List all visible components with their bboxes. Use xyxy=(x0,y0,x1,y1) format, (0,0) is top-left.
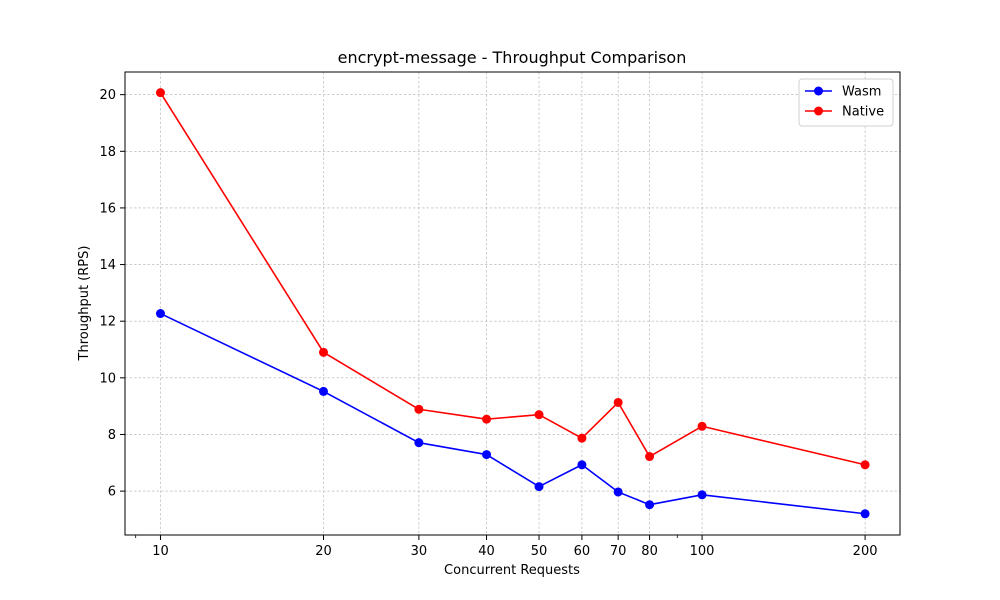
data-point xyxy=(577,460,587,470)
x-axis-label: Concurrent Requests xyxy=(444,563,580,578)
data-point xyxy=(645,500,655,510)
legend-entry-wasm: Wasm xyxy=(805,85,881,100)
series-line xyxy=(160,312,866,515)
legend: Wasm Native xyxy=(798,78,894,127)
series-native xyxy=(155,88,870,470)
data-point xyxy=(613,397,623,407)
y-tick-label: 18 xyxy=(99,145,116,160)
data-point xyxy=(697,490,707,500)
tick-layer: 10 20 30 40 50 60 70 80 100 200 6 8 10 12 14 16 18 20 xyxy=(99,88,877,559)
data-point xyxy=(414,404,424,414)
data-point xyxy=(697,421,707,431)
legend-marker xyxy=(814,86,823,96)
x-tick-label: 40 xyxy=(478,544,495,559)
x-tick-label: 50 xyxy=(531,544,548,559)
data-point xyxy=(860,509,870,519)
data-point xyxy=(534,410,544,420)
y-tick-label: 10 xyxy=(99,371,116,386)
grid-layer xyxy=(125,72,900,535)
y-tick-label: 20 xyxy=(99,88,116,103)
y-axis-label: Throughput (RPS) xyxy=(77,246,92,362)
x-tick-label: 20 xyxy=(315,544,332,559)
y-tick-label: 8 xyxy=(108,428,116,443)
legend-marker xyxy=(814,106,823,116)
x-tick-label: 70 xyxy=(610,544,627,559)
data-point xyxy=(482,414,492,424)
x-tick-label: 100 xyxy=(690,544,715,559)
data-point xyxy=(414,438,424,448)
x-tick-label: 80 xyxy=(641,544,658,559)
data-point xyxy=(613,487,623,497)
data-point xyxy=(319,347,329,357)
series-layer xyxy=(155,88,870,519)
y-tick-label: 14 xyxy=(99,258,116,273)
series-line xyxy=(159,92,866,466)
data-point xyxy=(860,460,870,470)
legend-label: Native xyxy=(842,105,884,120)
plot-frame xyxy=(124,71,901,536)
data-point xyxy=(645,452,655,462)
x-tick-label: 200 xyxy=(853,544,878,559)
data-point xyxy=(155,88,165,98)
x-tick-label: 30 xyxy=(411,544,428,559)
legend-label: Wasm xyxy=(842,85,881,100)
y-tick-label: 16 xyxy=(99,201,116,216)
data-point xyxy=(319,386,329,396)
data-point xyxy=(534,482,544,492)
y-tick-label: 6 xyxy=(108,485,116,500)
data-point xyxy=(482,450,492,460)
data-point xyxy=(577,433,587,443)
series-wasm xyxy=(155,309,870,519)
y-tick-label: 12 xyxy=(99,315,116,330)
chart-title: encrypt-message - Throughput Comparison xyxy=(338,48,687,67)
x-tick-label: 10 xyxy=(152,544,169,559)
data-point xyxy=(155,309,165,319)
legend-entry-native: Native xyxy=(805,105,884,120)
x-tick-label: 60 xyxy=(574,544,591,559)
